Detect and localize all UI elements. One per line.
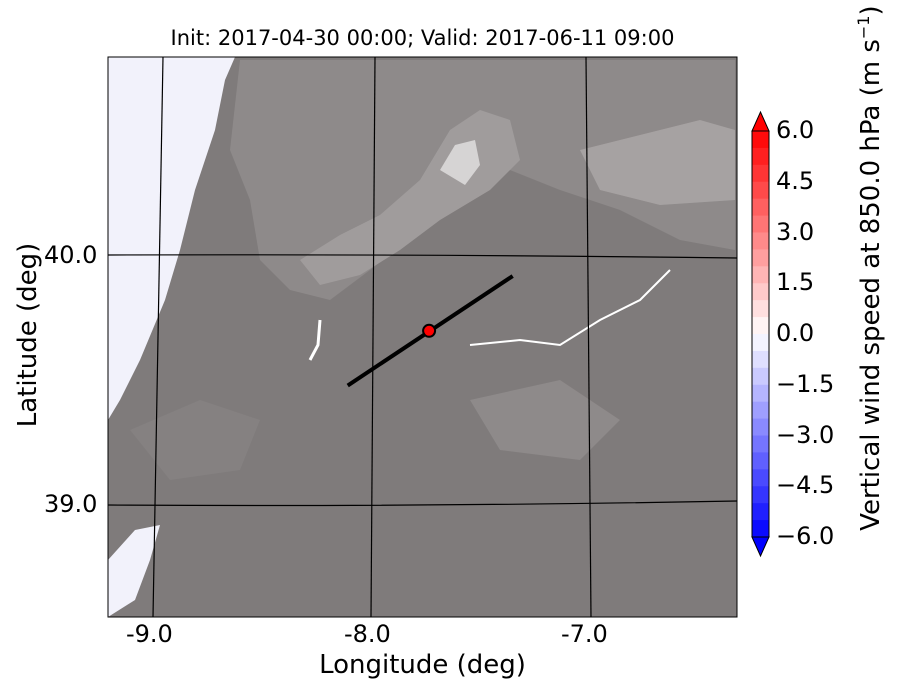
colorbar-tick-label: 4.5: [776, 166, 815, 195]
terrain-south: [470, 380, 620, 460]
colorbar-tick-label: 6.0: [776, 116, 815, 144]
location-marker: [422, 323, 437, 338]
x-tick-label: -8.0: [344, 620, 391, 648]
colorbar-segment: [752, 147, 769, 166]
river: [308, 319, 322, 361]
terrain-peak: [440, 140, 480, 185]
colorbar-segment: [752, 435, 769, 453]
x-tick-label: -7.0: [561, 620, 608, 648]
colorbar-label-exponent: −1: [854, 15, 874, 40]
colorbar-segment: [752, 232, 769, 250]
colorbar-extend-max: [751, 110, 770, 132]
colorbar-segment: [752, 503, 769, 521]
colorbar-tick-label: −6.0: [776, 522, 835, 550]
ocean-area-south: [108, 525, 160, 617]
terrain-east: [580, 120, 735, 205]
colorbar-segment: [752, 181, 769, 200]
colorbar-label-text: Vertical wind speed at 850.0 hPa (m s: [855, 39, 886, 531]
graticule: [108, 57, 737, 617]
colorbar-segment: [752, 215, 769, 233]
y-axis-label: Latitude (deg): [13, 242, 43, 428]
colorbar-segment: [752, 317, 769, 335]
colorbar-segment: [752, 300, 769, 318]
parallel-line: [108, 254, 737, 259]
colorbar-tick-label: 0.0: [776, 319, 815, 347]
colorbar-extend-min: [751, 536, 770, 558]
colorbar-segment: [752, 131, 769, 149]
colorbar-segment: [752, 418, 769, 436]
terrain-southwest: [130, 400, 260, 480]
colorbar-label-end: ): [855, 5, 886, 16]
colorbar-segment: [752, 367, 769, 386]
colorbar-tick-label: −4.5: [776, 471, 835, 500]
y-tick-label: 39.0: [44, 490, 98, 518]
x-tick-label: -9.0: [126, 620, 173, 648]
colorbar-segment: [752, 384, 769, 403]
colorbar-segment: [752, 249, 769, 267]
colorbar-segment: [752, 334, 769, 352]
colorbar-segment: [752, 452, 769, 470]
colorbar-tick-label: 1.5: [776, 268, 815, 297]
colorbar-segment: [752, 164, 769, 183]
colorbar-tick-label: 3.0: [776, 217, 815, 246]
parallel-line: [108, 500, 737, 507]
y-tick-label: 40.0: [44, 241, 98, 269]
colorbar-segment: [752, 198, 769, 217]
colorbar-label: Vertical wind speed at 850.0 hPa (m s−1): [854, 5, 886, 530]
plot-frame: [107, 56, 738, 618]
colorbar-segment: [752, 469, 769, 487]
colorbar-segment: [752, 520, 769, 538]
colorbar-tick-label: −1.5: [776, 369, 835, 398]
colorbar-tick-label: −3.0: [776, 420, 835, 449]
meridian-line: [370, 57, 376, 617]
x-axis-label: Longitude (deg): [319, 650, 526, 680]
colorbar-segment: [752, 486, 769, 504]
ocean-area: [108, 57, 235, 420]
colorbar: [751, 110, 770, 558]
river: [469, 269, 671, 347]
colorbar-segment: [752, 266, 769, 284]
colorbar-segment: [752, 401, 769, 420]
colorbar-frame: [751, 130, 770, 538]
colorbar-segment: [752, 350, 769, 369]
meridian-line: [585, 57, 592, 617]
chart-title: Init: 2017-04-30 00:00; Valid: 2017-06-1…: [170, 26, 675, 50]
colorbar-segment: [752, 283, 769, 301]
meridian-line: [152, 57, 164, 617]
